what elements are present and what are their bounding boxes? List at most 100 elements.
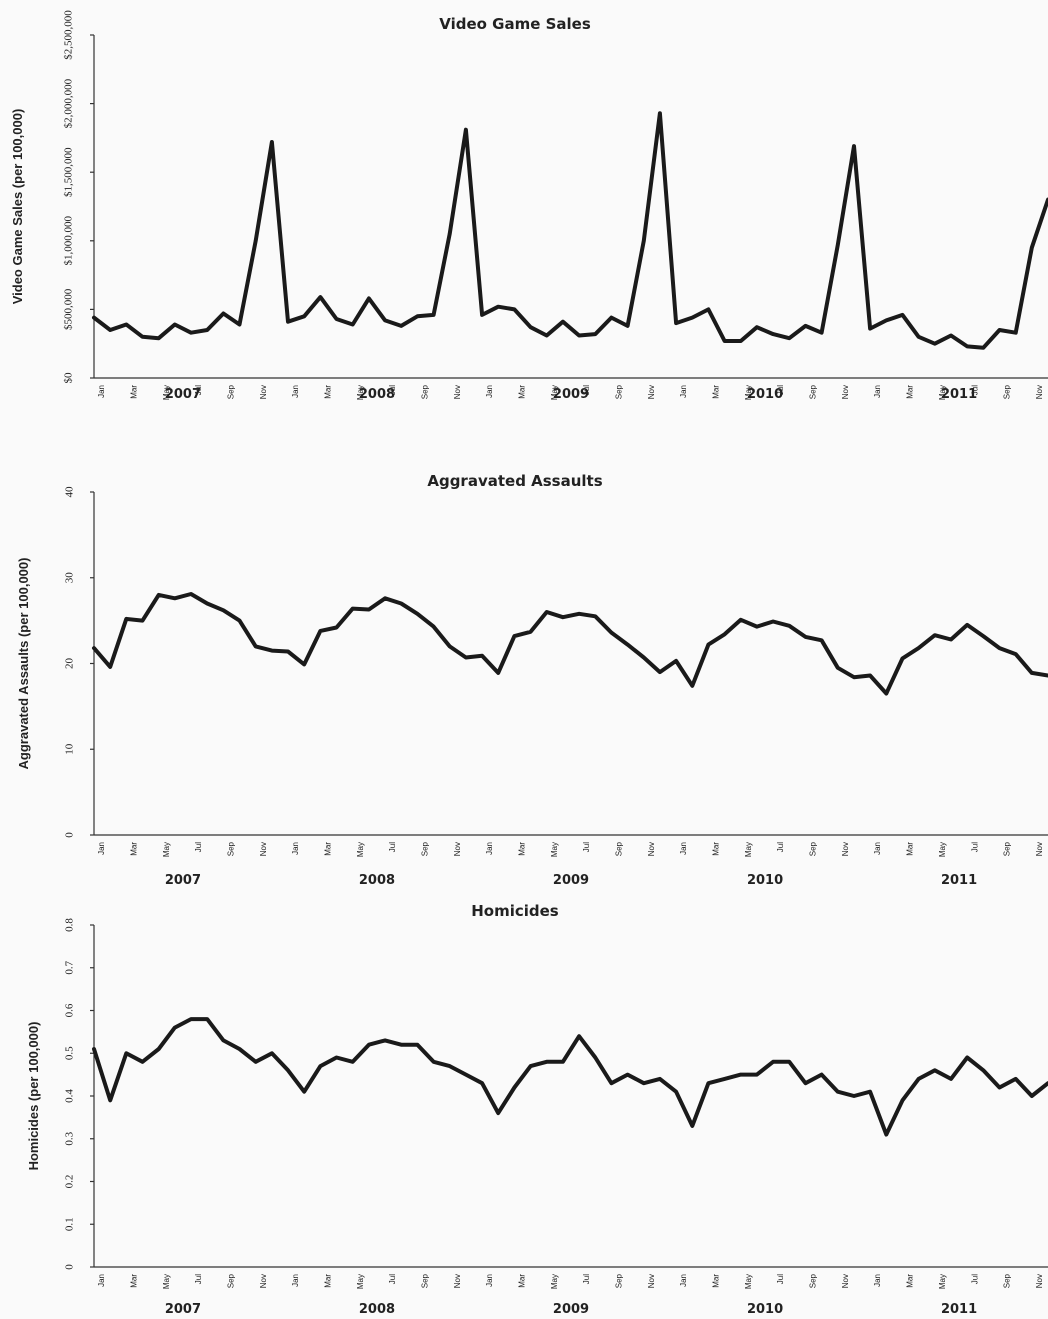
x-tick-label: Nov bbox=[647, 842, 656, 856]
data-point bbox=[998, 647, 1000, 649]
data-point bbox=[659, 671, 661, 673]
data-point bbox=[530, 631, 532, 633]
x-tick-label: May bbox=[162, 385, 171, 400]
data-point bbox=[853, 676, 855, 678]
data-point bbox=[918, 647, 920, 649]
x-tick-label: Jan bbox=[485, 842, 494, 855]
x-tick-label: Sep bbox=[226, 1273, 235, 1288]
data-point bbox=[368, 1044, 370, 1046]
y-tick-label: $1,000,000 bbox=[63, 216, 75, 266]
data-point bbox=[594, 615, 596, 617]
data-point bbox=[416, 613, 418, 615]
y-tick-label: $2,000,000 bbox=[63, 78, 75, 128]
data-point bbox=[610, 317, 612, 319]
data-point bbox=[901, 1099, 903, 1101]
x-tick-label: Jul bbox=[582, 842, 591, 852]
data-point bbox=[821, 639, 823, 641]
y-tick-label: 40 bbox=[64, 486, 76, 498]
x-tick-label: Jan bbox=[873, 842, 882, 855]
x-tick-label: May bbox=[744, 842, 753, 857]
data-point bbox=[336, 318, 338, 320]
x-tick-label: Jan bbox=[679, 1274, 688, 1287]
data-point bbox=[934, 634, 936, 636]
data-point bbox=[627, 325, 629, 327]
year-label: 2011 bbox=[941, 387, 977, 402]
data-point bbox=[416, 1044, 418, 1046]
year-label: 2008 bbox=[359, 873, 395, 888]
data-point bbox=[934, 1069, 936, 1071]
data-point bbox=[998, 1086, 1000, 1088]
data-point bbox=[1015, 653, 1017, 655]
year-label: 2007 bbox=[165, 387, 201, 402]
data-point bbox=[821, 332, 823, 334]
y-tick-label: 0 bbox=[64, 832, 76, 838]
x-tick-label: Mar bbox=[712, 1274, 721, 1288]
x-tick-label: Jan bbox=[679, 385, 688, 398]
data-point bbox=[562, 616, 564, 618]
y-tick-label: 30 bbox=[64, 572, 76, 584]
data-point bbox=[352, 608, 354, 610]
data-point bbox=[724, 340, 726, 342]
data-point bbox=[239, 620, 241, 622]
data-point bbox=[530, 326, 532, 328]
year-label: 2008 bbox=[359, 1302, 395, 1317]
x-tick-label: Sep bbox=[809, 841, 818, 856]
data-point bbox=[853, 145, 855, 147]
data-point bbox=[740, 1074, 742, 1076]
data-point bbox=[578, 334, 580, 336]
year-label: 2010 bbox=[747, 1302, 783, 1317]
data-point bbox=[336, 626, 338, 628]
data-point bbox=[691, 317, 693, 319]
x-tick-label: Sep bbox=[615, 841, 624, 856]
year-label: 2011 bbox=[941, 873, 977, 888]
x-tick-label: Mar bbox=[129, 385, 138, 399]
x-tick-label: Jan bbox=[485, 1274, 494, 1287]
data-point bbox=[190, 593, 192, 595]
data-point bbox=[352, 323, 354, 325]
data-point bbox=[93, 647, 95, 649]
data-point bbox=[837, 667, 839, 669]
data-point bbox=[449, 233, 451, 235]
x-tick-label: Nov bbox=[841, 385, 850, 399]
x-tick-label: May bbox=[162, 842, 171, 857]
data-point bbox=[724, 633, 726, 635]
data-point bbox=[125, 1052, 127, 1054]
y-tick-label: $0 bbox=[63, 372, 75, 384]
y-tick-label: 0.7 bbox=[64, 960, 76, 974]
y-tick-label: 0 bbox=[64, 1264, 76, 1270]
data-point bbox=[578, 1035, 580, 1037]
x-tick-label: Jul bbox=[970, 842, 979, 852]
y-tick-label: 0.6 bbox=[64, 1003, 76, 1017]
data-point bbox=[400, 1044, 402, 1046]
data-point bbox=[627, 1074, 629, 1076]
data-point bbox=[756, 626, 758, 628]
y-axis-label: Homicides (per 100,000) bbox=[26, 1022, 41, 1171]
data-point bbox=[643, 1082, 645, 1084]
data-point bbox=[465, 1074, 467, 1076]
y-tick-label: $1,500,000 bbox=[63, 147, 75, 197]
x-tick-label: Nov bbox=[259, 842, 268, 856]
data-point bbox=[255, 240, 257, 242]
x-tick-label: Mar bbox=[323, 1274, 332, 1288]
x-tick-label: Jul bbox=[582, 385, 591, 395]
chart-2: Homicides Homicides (per 100,000) 0 0.1 0.2 0… bbox=[26, 902, 1048, 1317]
y-tick-label: 0.8 bbox=[64, 918, 76, 932]
year-label: 2009 bbox=[553, 873, 589, 888]
x-tick-label: Jul bbox=[776, 842, 785, 852]
x-tick-label: Sep bbox=[809, 1273, 818, 1288]
data-point bbox=[918, 336, 920, 338]
x-tick-label: Jan bbox=[97, 842, 106, 855]
data-point bbox=[772, 620, 774, 622]
x-tick-label: Jan bbox=[679, 842, 688, 855]
x-tick-label: Jul bbox=[194, 385, 203, 395]
data-point bbox=[821, 1074, 823, 1076]
data-point bbox=[400, 602, 402, 604]
data-point bbox=[287, 1069, 289, 1071]
data-point bbox=[950, 1078, 952, 1080]
data-point bbox=[481, 1082, 483, 1084]
data-point bbox=[222, 313, 224, 315]
x-tick-label: Sep bbox=[615, 1273, 624, 1288]
x-tick-label: Sep bbox=[420, 1273, 429, 1288]
data-point bbox=[239, 1048, 241, 1050]
data-point bbox=[303, 663, 305, 665]
